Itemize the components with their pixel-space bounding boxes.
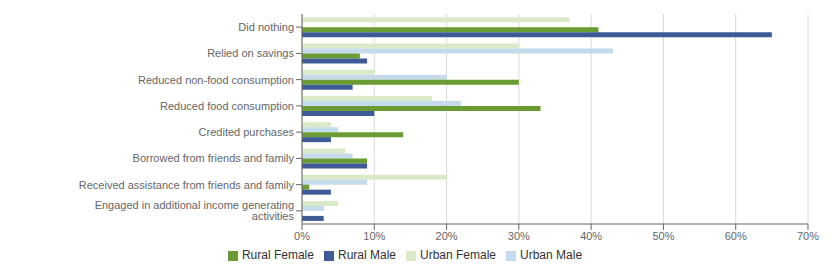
svg-text:Did nothing: Did nothing — [238, 21, 294, 33]
svg-text:Reduced non-food consumption: Reduced non-food consumption — [138, 74, 294, 86]
svg-text:50%: 50% — [652, 230, 674, 242]
svg-text:20%: 20% — [436, 230, 458, 242]
svg-text:10%: 10% — [363, 230, 385, 242]
svg-text:Relied on savings: Relied on savings — [207, 47, 294, 59]
svg-text:Engaged in additional income g: Engaged in additional income generatinga… — [95, 199, 295, 222]
svg-text:70%: 70% — [797, 230, 819, 242]
svg-text:0%: 0% — [294, 230, 310, 242]
html-text:Rural Female: Rural Female — [241, 248, 314, 262]
svg-text:Borrowed from friends and fami: Borrowed from friends and family — [133, 152, 295, 164]
svg-text:Received assistance from frien: Received assistance from friends and fam… — [79, 179, 295, 191]
html-text:Rural Male: Rural Male — [338, 248, 396, 262]
html-text:Urban Male: Urban Male — [520, 248, 583, 262]
svg-text:60%: 60% — [725, 230, 747, 242]
html-text:Urban Female: Urban Female — [420, 248, 496, 262]
svg-text:30%: 30% — [508, 230, 530, 242]
svg-text:Reduced food consumption: Reduced food consumption — [160, 100, 294, 112]
svg-text:Credited purchases: Credited purchases — [199, 126, 295, 138]
svg-text:40%: 40% — [580, 230, 602, 242]
